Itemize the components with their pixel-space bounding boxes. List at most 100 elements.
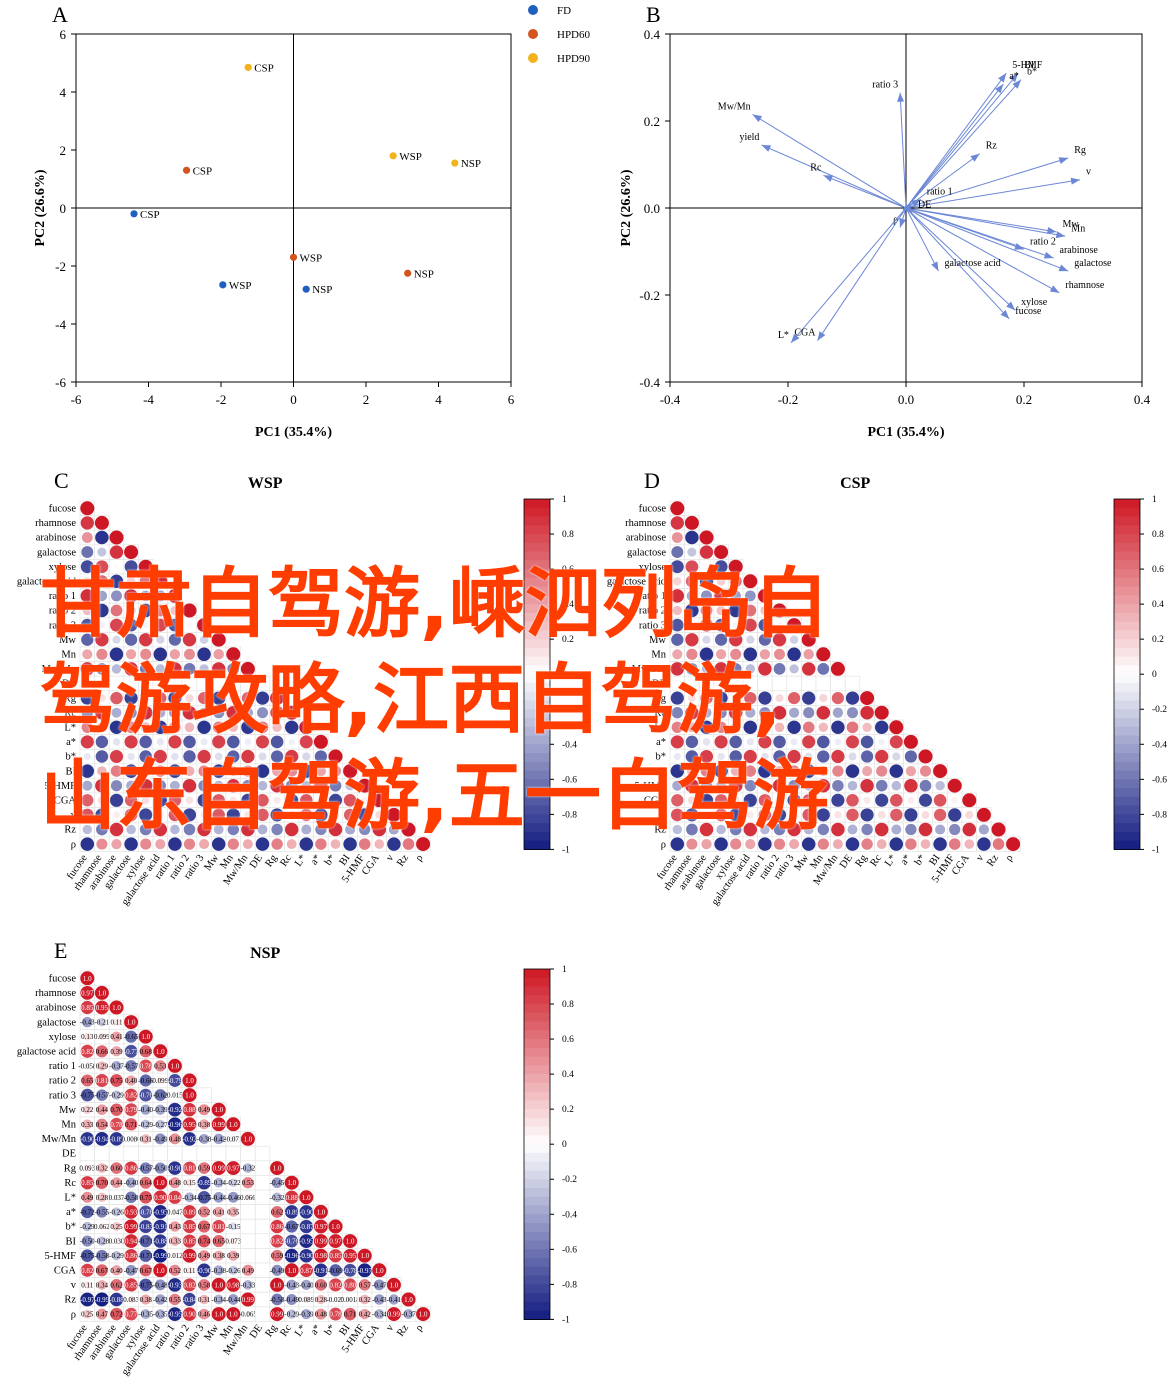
correlation-value: 0.65 (81, 1077, 94, 1085)
colorbar-segment (524, 516, 550, 526)
row-label: b* (656, 752, 667, 763)
correlation-dot (227, 662, 240, 675)
correlation-dot (847, 824, 858, 835)
correlation-dot (345, 780, 355, 791)
correlation-dot (213, 780, 224, 791)
colorbar-segment (524, 986, 550, 996)
correlation-dot (111, 1265, 122, 1276)
correlation-dot (213, 707, 225, 719)
correlation-value: 0.22 (81, 1106, 94, 1114)
correlation-dot (874, 822, 889, 837)
column-label: Rg (264, 1322, 280, 1339)
correlation-dot (169, 707, 181, 719)
correlation-value: 1.0 (127, 1019, 136, 1027)
colorbar-tick-label: -0.2 (562, 705, 577, 715)
correlation-dot (211, 1117, 226, 1132)
colorbar-segment (524, 805, 550, 815)
colorbar-segment (524, 1152, 550, 1163)
colorbar-segment (1114, 709, 1140, 719)
heatmap-cell (698, 675, 715, 692)
correlation-dot (891, 780, 902, 791)
colorbar-segment (524, 1021, 550, 1031)
correlation-dot (153, 1248, 168, 1263)
correlation-dot (198, 779, 210, 792)
row-label: galactose acid (17, 1047, 77, 1058)
colorbar-segment (524, 1214, 550, 1224)
correlation-dot (168, 662, 182, 676)
correlation-value: 1.0 (360, 1252, 369, 1260)
correlation-dot (845, 691, 860, 705)
correlation-dot (111, 1251, 122, 1261)
correlation-dot (918, 793, 933, 807)
correlation-dot (154, 1133, 166, 1145)
correlation-dot (875, 749, 889, 764)
correlation-dot (183, 750, 196, 763)
row-label: L* (654, 723, 666, 734)
correlation-value: -0.35 (138, 1311, 153, 1319)
heatmap-cell (108, 1145, 125, 1162)
correlation-dot (139, 633, 153, 647)
correlation-dot (139, 1278, 153, 1292)
correlation-value: 0.49 (198, 1106, 211, 1114)
correlation-dot (700, 604, 713, 617)
row-label: Mn (61, 1120, 76, 1131)
correlation-value: 0.38 (213, 1252, 226, 1260)
correlation-dot (772, 808, 787, 822)
loading-label: v (1086, 167, 1091, 178)
x-tick-label: 6 (508, 392, 515, 407)
heatmap-cell (240, 1218, 256, 1235)
colorbar-segment (524, 1231, 550, 1242)
loading-label: 5-HMF (1012, 60, 1042, 71)
correlation-dot (125, 1264, 137, 1276)
correlation-dot (819, 796, 827, 804)
correlation-dot (271, 823, 283, 836)
correlation-value: -0.34 (182, 1194, 197, 1202)
correlation-value: 0.11 (184, 1267, 196, 1275)
colorbar-segment (524, 577, 550, 588)
correlation-dot (287, 1309, 297, 1319)
loading-label: Rc (810, 162, 822, 173)
correlation-value: -0.94 (95, 1135, 110, 1143)
correlation-dot (82, 824, 92, 835)
arrow-head (911, 199, 921, 207)
row-label: ratio 3 (639, 620, 666, 631)
loading-label: DE (918, 199, 931, 210)
colorbar-segment (1114, 499, 1140, 509)
correlation-dot (357, 778, 372, 793)
correlation-dot (774, 766, 785, 777)
correlation-dot (212, 808, 225, 822)
correlation-dot (124, 633, 138, 646)
correlation-dot (139, 808, 153, 822)
correlation-dot (111, 1046, 122, 1057)
correlation-value: 0.49 (81, 1194, 94, 1202)
correlation-value: 0.79 (125, 1106, 138, 1114)
point-label: NSP (414, 268, 434, 280)
correlation-dot (270, 1277, 285, 1292)
colorbar-segment (524, 823, 550, 833)
colorbar-segment (524, 1004, 550, 1014)
row-label: CGA (644, 796, 667, 807)
colorbar-segment (1114, 516, 1140, 526)
correlation-dot (80, 1132, 95, 1146)
colorbar-segment (524, 1284, 550, 1294)
correlation-value: 0.74 (198, 1238, 211, 1246)
correlation-value: -0.50 (153, 1165, 168, 1173)
colorbar-tick-label: 0.4 (1152, 600, 1164, 610)
correlation-value: -0.97 (80, 1296, 95, 1304)
correlation-value: -0.22 (226, 1179, 241, 1187)
correlation-dot (744, 590, 756, 602)
correlation-dot (80, 1249, 94, 1263)
colorbar-segment (524, 507, 550, 518)
correlation-dot (758, 691, 772, 705)
correlation-dot (95, 778, 109, 793)
correlation-dot (714, 837, 728, 851)
correlation-dot (358, 1279, 371, 1291)
correlation-dot (182, 1117, 197, 1132)
correlation-dot (699, 720, 714, 735)
correlation-dot (832, 839, 843, 850)
column-label: Mw (792, 852, 811, 873)
arrow-head (1012, 79, 1022, 89)
correlation-dot (832, 765, 844, 777)
correlation-dot (170, 824, 180, 835)
heatmap-cell (240, 1248, 256, 1264)
